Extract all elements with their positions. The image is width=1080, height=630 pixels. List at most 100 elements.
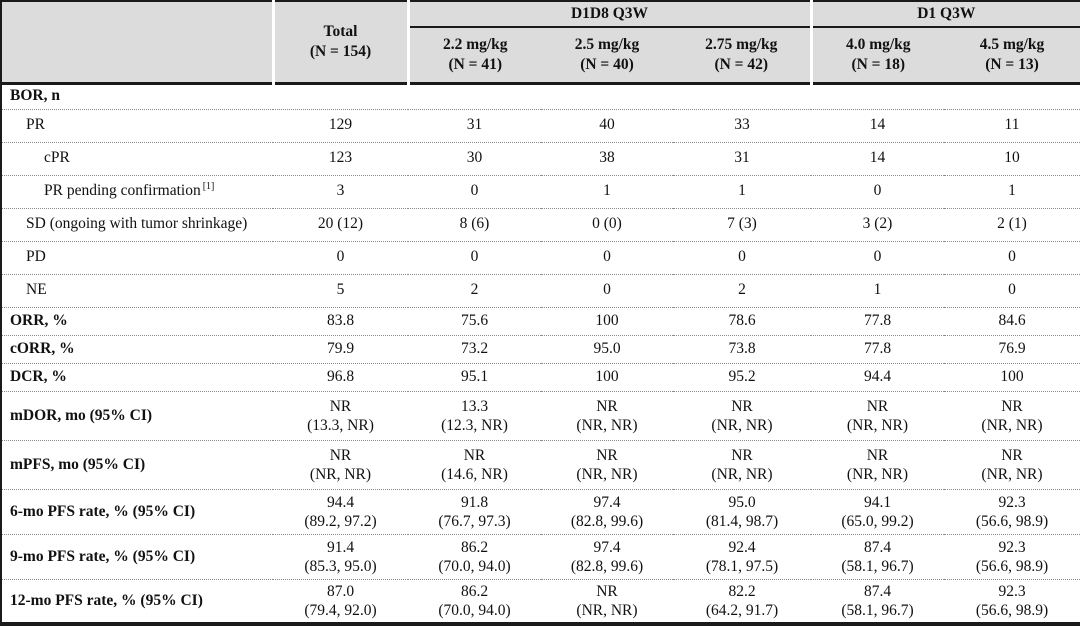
cell: NR (14.6, NR) bbox=[408, 439, 541, 489]
cell: 10 bbox=[944, 141, 1080, 175]
cell: 1 bbox=[541, 174, 673, 208]
cell: 97.4 (82.8, 99.6) bbox=[541, 488, 673, 534]
cell: 92.3 (56.6, 98.9) bbox=[944, 488, 1080, 534]
row-label: BOR, n bbox=[10, 87, 60, 105]
row-label: NE bbox=[1, 273, 273, 307]
cell: NR (NR, NR) bbox=[811, 439, 944, 489]
cell: 0 bbox=[673, 240, 811, 274]
cell: 0 bbox=[944, 273, 1080, 307]
table-row-mdor: mDOR, mo (95% CI) NR (13.3, NR) 13.3 (12… bbox=[1, 390, 1080, 440]
table-row-corr: cORR, % 79.9 73.2 95.0 73.8 77.8 76.9 bbox=[1, 334, 1080, 363]
cell: 87.4 (58.1, 96.7) bbox=[811, 533, 944, 579]
cell-total: 20 (12) bbox=[273, 207, 408, 241]
cell: 92.4 (78.1, 97.5) bbox=[673, 533, 811, 579]
col-header-total: Total (N = 154) bbox=[271, 1, 408, 83]
table-row-ne: NE 5 2 0 2 1 0 bbox=[1, 273, 1080, 307]
cell-total: 3 bbox=[273, 174, 408, 208]
table-row-12mo-pfs: 12-mo PFS rate, % (95% CI) 87.0 (79.4, 9… bbox=[1, 578, 1080, 624]
col-header-4-0-mgkg: 4.0 mg/kg (N = 18) bbox=[809, 27, 944, 83]
cell: 76.9 bbox=[944, 334, 1080, 363]
row-label-text: PR pending confirmation bbox=[44, 182, 201, 200]
cell: 40 bbox=[541, 108, 673, 142]
cell: NR (NR, NR) bbox=[541, 390, 673, 440]
cell: 77.8 bbox=[811, 306, 944, 335]
cell: 30 bbox=[408, 141, 541, 175]
cell: 8 (6) bbox=[408, 207, 541, 241]
table-row-pd: PD 0 0 0 0 0 0 bbox=[1, 240, 1080, 274]
cell: 100 bbox=[541, 306, 673, 335]
table-row-mpfs: mPFS, mo (95% CI) NR (NR, NR) NR (14.6, … bbox=[1, 439, 1080, 489]
cell: 95.0 (81.4, 98.7) bbox=[673, 488, 811, 534]
row-label: DCR, % bbox=[1, 362, 273, 391]
cell: 86.2 (70.0, 94.0) bbox=[408, 533, 541, 579]
cell-total: NR (NR, NR) bbox=[273, 439, 408, 489]
cell-total: 87.0 (79.4, 92.0) bbox=[273, 578, 408, 624]
cell: 73.8 bbox=[673, 334, 811, 363]
footnote-marker: [1] bbox=[202, 181, 215, 193]
table-row-9mo-pfs: 9-mo PFS rate, % (95% CI) 91.4 (85.3, 95… bbox=[1, 533, 1080, 579]
cell: 94.4 bbox=[811, 362, 944, 391]
header-dose-row: 2.2 mg/kg (N = 41) 2.5 mg/kg (N = 40) 2.… bbox=[1, 27, 1080, 83]
cell: 38 bbox=[541, 141, 673, 175]
cell-total: 123 bbox=[273, 141, 408, 175]
cell: 100 bbox=[541, 362, 673, 391]
row-label: cPR bbox=[1, 141, 273, 175]
cell: 3 (2) bbox=[811, 207, 944, 241]
col-group-d1d8-q3w: D1D8 Q3W bbox=[406, 1, 811, 28]
cell: NR (NR, NR) bbox=[541, 578, 673, 624]
cell: 2 bbox=[673, 273, 811, 307]
cell: 95.1 bbox=[408, 362, 541, 391]
cell-total: 0 bbox=[273, 240, 408, 274]
cell-total: 94.4 (89.2, 97.2) bbox=[273, 488, 408, 534]
table-body: BOR, n PR 129 31 40 33 14 11 cPR 123 30 … bbox=[1, 83, 1080, 624]
cell: 0 bbox=[944, 240, 1080, 274]
table-row-pr-pending: PR pending confirmation [1] 3 0 1 1 0 1 bbox=[1, 174, 1080, 208]
col-header-2-75-mgkg: 2.75 mg/kg (N = 42) bbox=[673, 27, 811, 83]
cell: 0 bbox=[811, 240, 944, 274]
table-row-cpr: cPR 123 30 38 31 14 10 bbox=[1, 141, 1080, 175]
row-label: PD bbox=[1, 240, 273, 274]
cell: 97.4 (82.8, 99.6) bbox=[541, 533, 673, 579]
cell: 1 bbox=[673, 174, 811, 208]
row-label: ORR, % bbox=[1, 306, 273, 335]
cell: NR (NR, NR) bbox=[944, 390, 1080, 440]
table-row-bor: BOR, n bbox=[1, 83, 1080, 109]
cell: 84.6 bbox=[944, 306, 1080, 335]
cell: 0 bbox=[408, 240, 541, 274]
cell: 73.2 bbox=[408, 334, 541, 363]
cell: 87.4 (58.1, 96.7) bbox=[811, 578, 944, 624]
row-label: 6-mo PFS rate, % (95% CI) bbox=[1, 488, 273, 534]
cell: 14 bbox=[811, 141, 944, 175]
cell: 95.2 bbox=[673, 362, 811, 391]
cell-total: 79.9 bbox=[273, 334, 408, 363]
row-label: SD (ongoing with tumor shrinkage) bbox=[1, 207, 273, 241]
header-group-row: Total (N = 154) D1D8 Q3W D1 Q3W bbox=[1, 1, 1080, 83]
row-label: 12-mo PFS rate, % (95% CI) bbox=[1, 578, 273, 624]
cell: NR (NR, NR) bbox=[541, 439, 673, 489]
col-group-d1-q3w: D1 Q3W bbox=[809, 1, 1080, 28]
col-header-4-5-mgkg: 4.5 mg/kg (N = 13) bbox=[944, 27, 1080, 83]
cell: 100 bbox=[944, 362, 1080, 391]
table-row-pr: PR 129 31 40 33 14 11 bbox=[1, 108, 1080, 142]
cell: 31 bbox=[408, 108, 541, 142]
cell: 14 bbox=[811, 108, 944, 142]
cell: 92.3 (56.6, 98.9) bbox=[944, 578, 1080, 624]
row-label: PR bbox=[1, 108, 273, 142]
cell: 13.3 (12.3, NR) bbox=[408, 390, 541, 440]
cell-total: 91.4 (85.3, 95.0) bbox=[273, 533, 408, 579]
cell: 11 bbox=[944, 108, 1080, 142]
table-row-sd: SD (ongoing with tumor shrinkage) 20 (12… bbox=[1, 207, 1080, 241]
cell: NR (NR, NR) bbox=[944, 439, 1080, 489]
cell-total: NR (13.3, NR) bbox=[273, 390, 408, 440]
row-label: mDOR, mo (95% CI) bbox=[1, 390, 273, 440]
col-header-2-2-mgkg: 2.2 mg/kg (N = 41) bbox=[406, 27, 541, 83]
cell: 1 bbox=[811, 273, 944, 307]
cell: 7 (3) bbox=[673, 207, 811, 241]
cell: 77.8 bbox=[811, 334, 944, 363]
cell: NR (NR, NR) bbox=[673, 439, 811, 489]
cell: 75.6 bbox=[408, 306, 541, 335]
row-label: mPFS, mo (95% CI) bbox=[1, 439, 273, 489]
table-row-6mo-pfs: 6-mo PFS rate, % (95% CI) 94.4 (89.2, 97… bbox=[1, 488, 1080, 534]
